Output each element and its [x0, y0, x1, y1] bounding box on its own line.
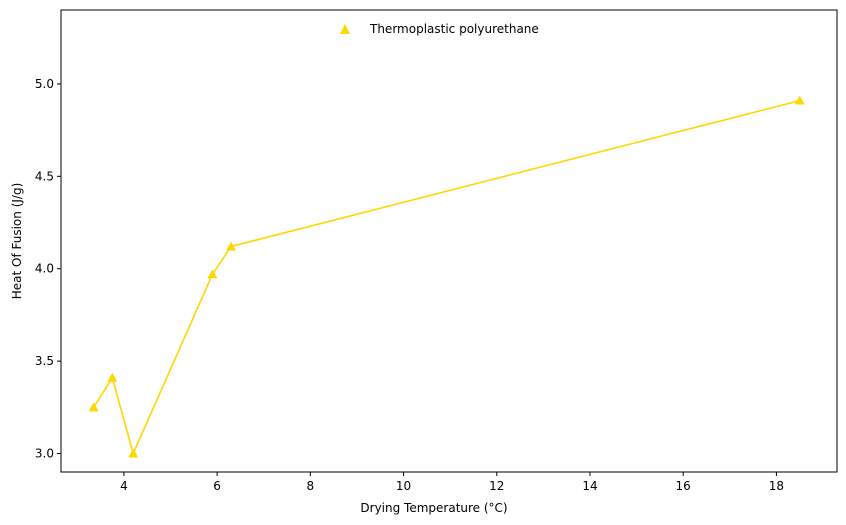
x-tick-label: 16	[676, 479, 691, 493]
y-tick-label: 4.0	[35, 262, 54, 276]
x-tick-label: 4	[120, 479, 128, 493]
data-point	[128, 448, 139, 458]
x-tick-label: 14	[582, 479, 597, 493]
x-tick-label: 18	[769, 479, 784, 493]
y-tick-label: 3.5	[35, 354, 54, 368]
y-tick-label: 4.5	[35, 169, 54, 183]
data-point	[226, 241, 237, 251]
x-tick-label: 10	[396, 479, 411, 493]
y-tick-label: 3.0	[35, 447, 54, 461]
data-point	[794, 95, 805, 105]
x-tick-label: 8	[307, 479, 315, 493]
plot-frame	[60, 9, 838, 473]
axis-ticks: 4 6 8 10 12 14 16 18 3.0 3.5 4.0 4.5 5.0	[35, 77, 784, 493]
legend-label: Thermoplastic polyurethane	[369, 22, 539, 36]
data-point	[88, 402, 99, 412]
legend-marker-icon	[340, 24, 350, 34]
series-line	[92, 99, 800, 456]
plot-area	[60, 9, 838, 473]
x-tick-label: 6	[213, 479, 221, 493]
data-point	[107, 372, 118, 382]
x-axis-label: Drying Temperature (°C)	[360, 501, 507, 515]
legend: Thermoplastic polyurethane	[340, 22, 539, 36]
x-tick-label: 12	[489, 479, 504, 493]
y-tick-label: 5.0	[35, 77, 54, 91]
y-axis-label: Heat Of Fusion (J/g)	[10, 183, 24, 300]
data-point	[207, 269, 218, 279]
